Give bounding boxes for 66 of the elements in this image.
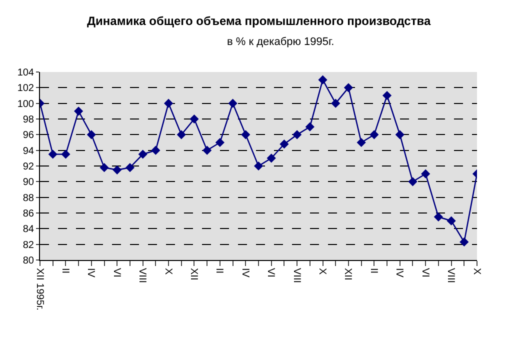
chart-subtitle: в % к декабрю 1995г.: [227, 36, 334, 48]
y-tick-label: 98: [22, 114, 34, 126]
point: [408, 177, 418, 186]
x-tick-label: X: [470, 268, 482, 275]
x-tick-label: XII: [342, 268, 354, 280]
point: [164, 98, 174, 108]
point: [112, 165, 122, 174]
x-tick-label: VI: [110, 268, 122, 278]
point: [151, 146, 160, 155]
point: [190, 114, 199, 124]
y-tick-label: 82: [22, 240, 34, 251]
point: [395, 130, 404, 140]
point: [125, 163, 135, 172]
y-tick-label: 104: [17, 68, 34, 78]
x-tick-label: II: [214, 268, 225, 274]
point: [48, 150, 58, 159]
point: [318, 75, 328, 84]
y-tick-label: 102: [17, 83, 34, 94]
point: [202, 146, 212, 155]
x-tick-label: X: [162, 268, 174, 275]
x-tick-label: VIII: [136, 268, 148, 284]
point: [176, 130, 186, 140]
point: [254, 161, 264, 171]
x-tick-label: IV: [239, 268, 250, 278]
y-tick-label: 94: [22, 146, 34, 157]
y-tick-label: 92: [22, 162, 34, 172]
y-tick-label: 88: [22, 192, 34, 204]
point: [446, 216, 456, 226]
x-tick-label: VI: [419, 268, 430, 278]
x-tick-label: XII 1995г.: [34, 268, 45, 310]
point: [280, 140, 289, 149]
y-tick-label: 100: [17, 98, 34, 110]
point: [215, 138, 224, 148]
point: [228, 98, 238, 108]
chart-title: Динамика общего объема промышленного производства: [87, 14, 431, 28]
point: [370, 130, 379, 140]
x-tick-label: II: [59, 268, 70, 274]
x-tick-label: IV: [85, 268, 96, 278]
point: [61, 150, 70, 159]
point: [356, 138, 366, 148]
x-tick-label: XII: [188, 268, 199, 280]
y-tick-label: 86: [22, 208, 34, 220]
point: [74, 106, 84, 116]
point: [421, 169, 430, 178]
point: [86, 130, 96, 140]
point: [460, 237, 469, 247]
y-tick-label: 84: [22, 224, 34, 236]
point: [382, 90, 392, 100]
point: [241, 130, 250, 140]
point: [292, 130, 302, 140]
point: [305, 122, 314, 132]
y-tick-label: 90: [22, 177, 34, 188]
x-tick-label: VIII: [445, 268, 456, 284]
point: [100, 163, 109, 172]
point: [434, 212, 443, 222]
x-tick-label: VI: [265, 268, 276, 278]
x-tick-label: VIII: [290, 268, 302, 284]
point: [266, 154, 276, 163]
y-tick-label: 96: [22, 130, 34, 142]
point: [331, 98, 340, 108]
x-tick-label: X: [316, 268, 328, 275]
point: [138, 150, 148, 159]
point: [344, 83, 354, 92]
x-tick-label: IV: [394, 268, 405, 278]
x-tick-label: II: [368, 268, 379, 274]
y-tick-label: 80: [22, 256, 34, 266]
